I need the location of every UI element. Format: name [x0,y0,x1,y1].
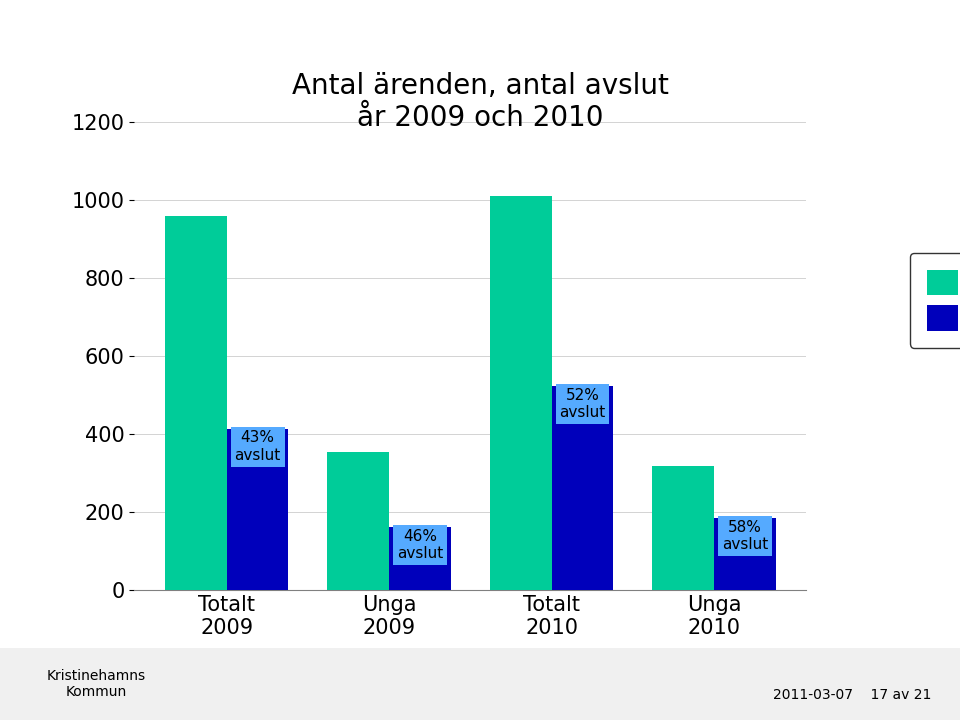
Legend: Ärenden, Avslut: Ärenden, Avslut [910,253,960,348]
Text: 58%
avslut: 58% avslut [722,520,768,552]
Bar [490,197,552,590]
Text: 52%
avslut: 52% avslut [560,387,606,420]
Bar [165,216,227,590]
Bar [653,466,714,590]
Text: Antal ärenden, antal avslut
år 2009 och 2010: Antal ärenden, antal avslut år 2009 och … [292,72,668,132]
Bar [714,518,776,590]
Bar [552,386,613,590]
Text: Kristinehamns
Kommun: Kristinehamns Kommun [46,669,146,699]
Bar [227,428,288,590]
Text: 46%
avslut: 46% avslut [396,528,444,561]
Text: 2011-03-07    17 av 21: 2011-03-07 17 av 21 [773,688,931,702]
Bar [327,452,389,590]
Bar [389,527,451,590]
Text: 43%
avslut: 43% avslut [234,431,280,463]
